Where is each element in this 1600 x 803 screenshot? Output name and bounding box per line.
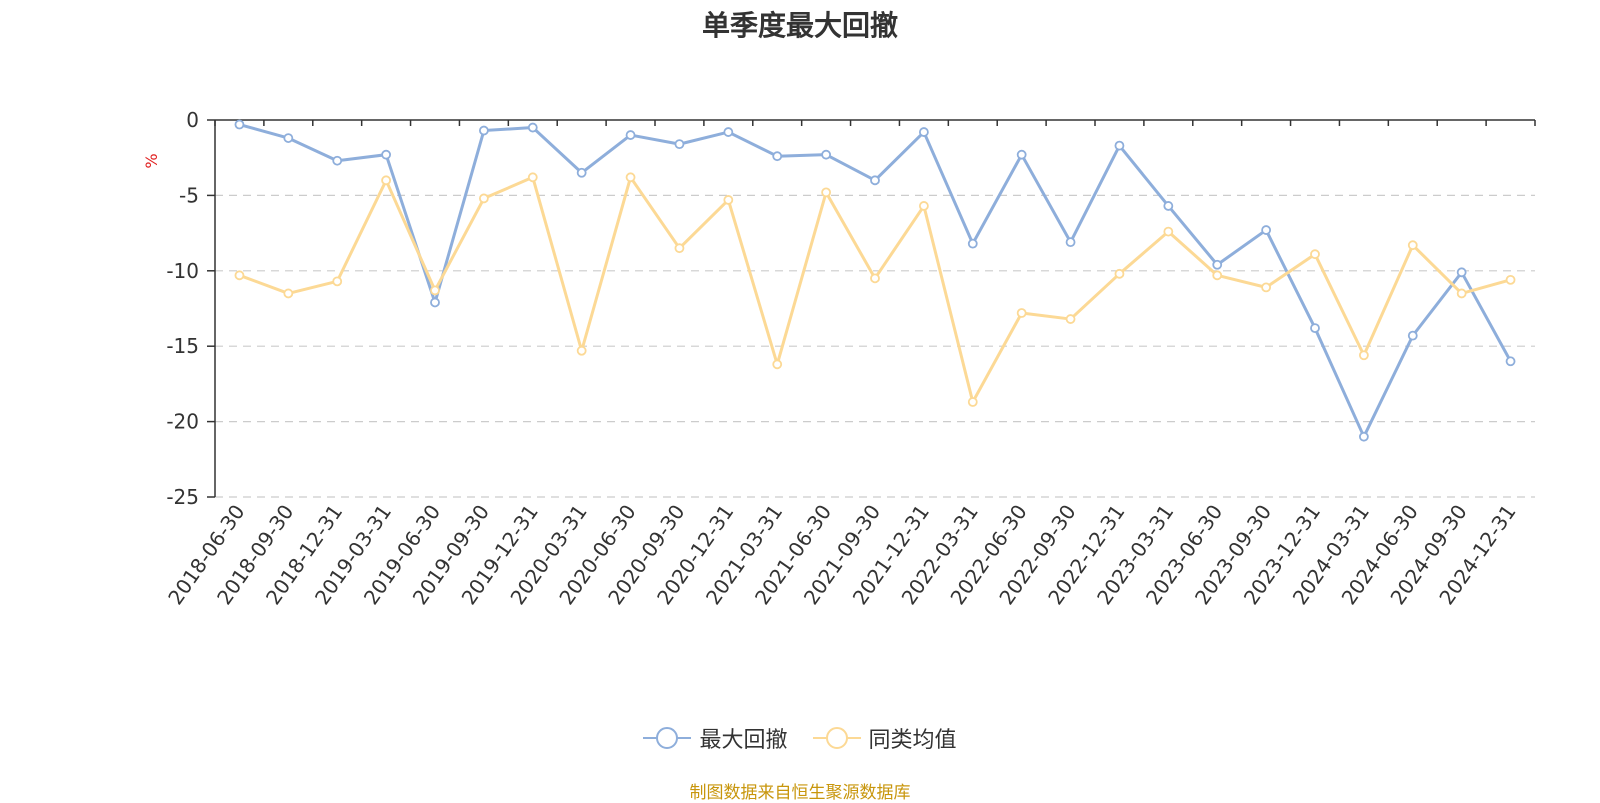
series-1-point: [430, 297, 440, 308]
series-2-point: [1310, 249, 1320, 260]
y-axis-unit: %: [142, 153, 161, 168]
y-tick-label: -10: [166, 259, 199, 283]
series-2-point: [1114, 268, 1125, 279]
y-tick-label: -20: [166, 410, 199, 434]
legend-label-max-drawdown: 最大回撤: [699, 728, 788, 753]
y-tick-label: -5: [179, 183, 199, 207]
series-1-point: [527, 122, 538, 133]
series-2-point: [918, 201, 929, 211]
series-2-point: [1163, 226, 1174, 237]
legend-peer-average-icon: [812, 727, 861, 749]
series-1-point: [283, 133, 294, 143]
series-2-point: [283, 288, 294, 299]
series-1-point: [625, 130, 636, 140]
series-2-point: [1065, 314, 1076, 324]
series-1-point: [234, 119, 245, 130]
grid-lines: [215, 194, 1535, 498]
series-2-point: [625, 172, 636, 183]
y-tick-label: -15: [166, 334, 199, 358]
series-2-point: [234, 270, 245, 281]
series-2-point: [332, 276, 343, 287]
series-2-point: [1456, 288, 1467, 299]
series-1-point: [1065, 237, 1076, 248]
series-1-point: [1358, 431, 1369, 442]
series-2-point: [1358, 350, 1369, 361]
series-1-point: [674, 139, 685, 150]
series-layer: [234, 119, 1516, 442]
series-1-point: [478, 125, 489, 136]
series-1-point: [1261, 225, 1272, 235]
series-2-point: [1261, 282, 1272, 293]
series-2-point: [967, 397, 978, 407]
series-2-point: [430, 285, 440, 296]
data-source-note: 制图数据来自恒生聚源数据库: [689, 783, 911, 803]
series-1-point: [1310, 323, 1320, 334]
series-1-point: [821, 149, 832, 160]
series-2-point: [1212, 270, 1223, 281]
series-1-point: [1407, 330, 1418, 341]
series-1-point: [870, 175, 880, 186]
series-2-point: [723, 195, 734, 205]
series-2-point: [478, 193, 489, 204]
series-2-point: [772, 359, 783, 370]
series-1-point: [1114, 140, 1125, 151]
series-2-point: [576, 345, 587, 356]
series-2-point: [674, 243, 685, 254]
series-1-point: [1212, 259, 1223, 270]
series-1-point: [576, 167, 587, 178]
series-1-point: [918, 127, 929, 137]
series-1-point: [723, 127, 734, 137]
series-2-point: [527, 172, 538, 183]
legend-max-drawdown-icon: [643, 727, 692, 749]
series-2-point: [821, 187, 832, 198]
series-2-point: [1505, 274, 1516, 285]
series-1-point: [332, 155, 343, 166]
y-tick-label: 0: [186, 108, 199, 132]
legend: 最大回撤 同类均值: [0, 722, 1600, 755]
series-1-point: [1456, 267, 1467, 278]
series-1-point: [381, 149, 392, 160]
series-2-point: [381, 175, 392, 186]
series-1-point: [1505, 356, 1516, 367]
series-1-point: [1016, 149, 1027, 160]
series-2-point: [870, 273, 880, 284]
legend-item-peer-average[interactable]: 同类均值: [812, 722, 957, 754]
series-1-point: [772, 151, 783, 162]
series-2-point: [1407, 240, 1418, 251]
series-1-point: [1163, 201, 1174, 211]
legend-label-peer-average: 同类均值: [868, 728, 957, 753]
y-tick-label: -25: [166, 485, 199, 509]
chart-title: 单季度最大回撤: [701, 9, 898, 42]
series-1-point: [967, 238, 978, 249]
series-2-point: [1016, 308, 1027, 318]
legend-item-max-drawdown[interactable]: 最大回撤: [643, 722, 787, 754]
